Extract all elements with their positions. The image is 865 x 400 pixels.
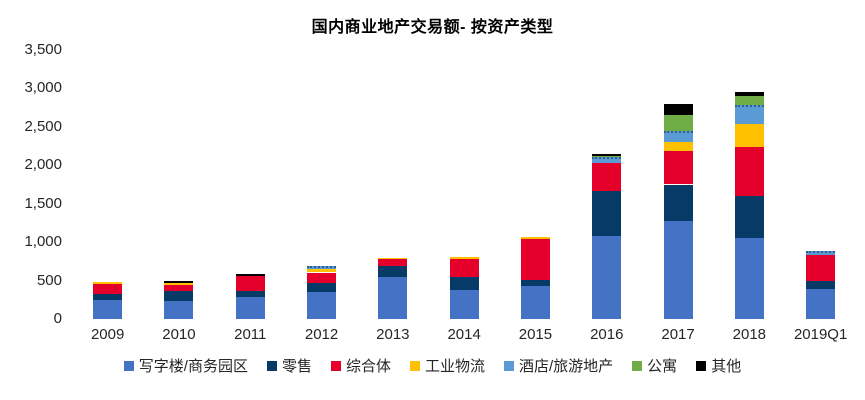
legend-swatch-icon (504, 360, 514, 371)
bar-segment-2018 (734, 95, 764, 105)
bar-segment-2016 (592, 163, 622, 192)
bar-segment-2012 (307, 268, 337, 273)
bar-segment-2014 (449, 289, 479, 319)
bar-segment-2012 (307, 265, 337, 269)
legend-label: 写字楼/商务园区 (138, 358, 248, 375)
bar-segment-2010 (164, 284, 194, 291)
x-tick-label: 2014 (447, 326, 481, 343)
bar-segment-2011 (235, 274, 265, 276)
legend-item: 零售 (266, 355, 312, 376)
bar-segment-2017 (663, 151, 693, 185)
x-tick-label: 2017 (661, 326, 695, 343)
bar-segment-2017 (663, 103, 693, 116)
bar-segment-2010 (164, 282, 194, 285)
x-tick-label: 2010 (162, 326, 196, 343)
legend-label: 酒店/旅游地产 (519, 358, 614, 375)
bar-segment-2014 (449, 256, 479, 259)
bar-segment-2019Q1 (806, 288, 836, 319)
bar-segment-2011 (235, 291, 265, 298)
bar-segment-2016 (592, 236, 622, 319)
legend-item: 其他 (696, 355, 741, 376)
legend-item: 综合体 (330, 355, 391, 376)
legend-label: 其他 (711, 358, 742, 375)
bar-segment-2009 (93, 293, 123, 300)
bar-segment-2010 (164, 290, 194, 302)
legend-label: 零售 (281, 358, 312, 375)
bar-segment-2012 (307, 282, 337, 293)
legend-swatch-icon (330, 360, 341, 371)
x-tick-label: 2012 (304, 326, 339, 343)
bar-segment-2018 (734, 124, 764, 148)
x-tick-label: 2011 (234, 326, 267, 343)
bar-segment-2015 (520, 236, 550, 239)
bar-segment-2015 (520, 285, 550, 319)
y-tick-label: 2,000 (24, 156, 62, 174)
bar-segment-2014 (449, 258, 479, 277)
bar-segment-2018 (734, 238, 764, 319)
bar-segment-2015 (520, 238, 550, 280)
bar-segment-2012 (307, 292, 337, 319)
x-tick-label: 2009 (90, 326, 125, 343)
y-tick-label: 0 (53, 310, 62, 327)
bar-segment-2013 (378, 266, 408, 277)
bar-segment-2012 (307, 272, 337, 283)
bar-segment-2018 (734, 92, 764, 96)
bar-segment-2016 (592, 156, 622, 158)
bar-segment-2015 (520, 279, 550, 286)
legend-item: 酒店/旅游地产 (504, 355, 613, 376)
bar-segment-2018 (734, 104, 764, 125)
bar-segment-2017 (663, 221, 693, 319)
x-tick-label: 2016 (590, 326, 624, 343)
y-tick-label: 1,500 (24, 194, 62, 212)
legend-swatch-icon (123, 360, 134, 371)
bar-segment-2016 (592, 157, 622, 164)
x-tick-label: 2015 (518, 326, 553, 343)
bar-segment-2016 (592, 154, 622, 157)
legend-item: 写字楼/商务园区 (123, 355, 248, 376)
bar-segment-2018 (734, 147, 764, 196)
y-tick-label: 500 (36, 271, 62, 289)
x-tick-label: 2019Q1 (793, 326, 848, 343)
x-tick-label: 2013 (376, 326, 410, 343)
chart-title: 国内商业地产交易额- 按资产类型 (311, 19, 554, 36)
bar-segment-2019Q1 (806, 250, 836, 256)
y-tick-label: 3,500 (24, 41, 62, 58)
bar-segment-2016 (592, 191, 622, 237)
legend-swatch-icon (266, 360, 277, 371)
y-tick-label: 3,000 (24, 79, 62, 97)
bar-segment-2013 (378, 257, 408, 260)
bar-segment-2009 (93, 299, 123, 319)
legend-item: 工业物流 (409, 355, 485, 376)
bar-segment-2017 (663, 115, 693, 132)
bar-segment-2017 (663, 131, 693, 142)
legend: 写字楼/商务园区 零售 综合体 工业物流 酒店/旅游地产 公寓 其他 (0, 355, 865, 376)
bar-segment-2013 (378, 276, 408, 319)
bar-segment-2014 (449, 276, 479, 290)
bar-segment-2009 (93, 281, 123, 284)
bar-segment-2010 (164, 280, 194, 283)
legend-item: 公寓 (632, 355, 677, 376)
bar-segment-2011 (235, 275, 265, 292)
bar-segment-2019Q1 (806, 281, 836, 289)
legend-label: 公寓 (647, 358, 678, 375)
x-tick-label: 2018 (732, 326, 767, 343)
legend-swatch-icon (409, 360, 420, 371)
bar-segment-2013 (378, 259, 408, 267)
legend-swatch-icon (632, 360, 643, 371)
legend-label: 综合体 (345, 358, 391, 375)
bar-segment-2011 (235, 297, 265, 319)
legend-label: 工业物流 (424, 358, 485, 375)
legend-swatch-icon (696, 360, 707, 371)
bar-segment-2010 (164, 301, 194, 319)
bar-segment-2017 (663, 184, 693, 222)
bar-segment-2009 (93, 283, 123, 294)
bar-segment-2019Q1 (806, 255, 836, 282)
y-tick-label: 1,000 (24, 233, 62, 251)
y-tick-label: 2,500 (24, 117, 62, 135)
bar-segment-2017 (663, 141, 693, 152)
bar-segment-2018 (734, 195, 764, 239)
